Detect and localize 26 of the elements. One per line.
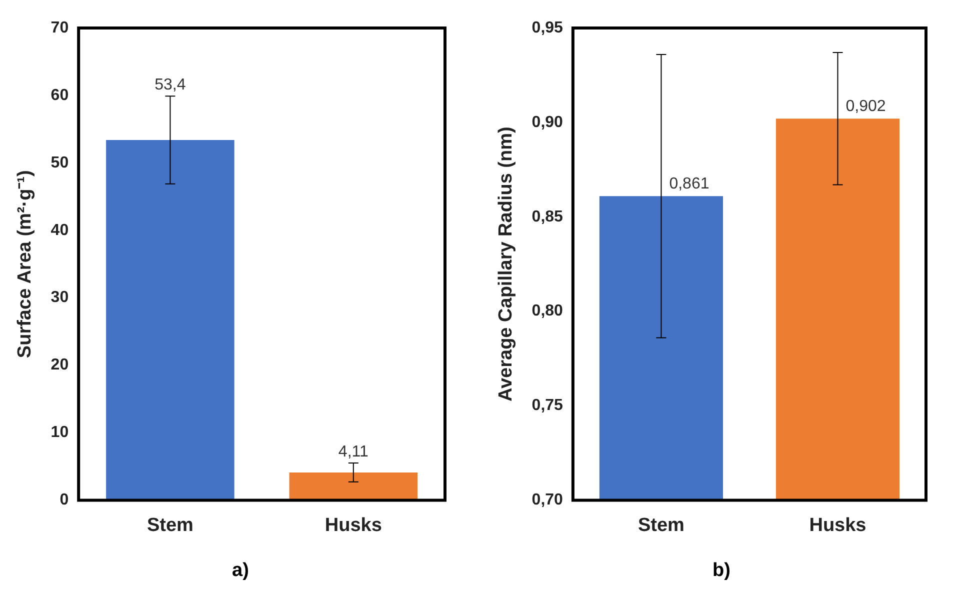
y-tick-label: 60 (50, 86, 69, 104)
text: a) (231, 560, 250, 582)
data-label: 4,11 (338, 443, 368, 460)
data-label: 0,902 (846, 98, 886, 116)
text: b) (712, 560, 732, 582)
y-tick-label: 0 (60, 492, 69, 509)
y-axis-title: Surface Area (m²·g⁻¹) (14, 170, 36, 358)
y-tick-label: 30 (50, 289, 69, 306)
x-tick-label: Husks (809, 514, 866, 536)
y-tick-label: 50 (50, 154, 69, 172)
y-tick-label: 20 (50, 356, 69, 374)
data-label: 0,861 (669, 176, 710, 193)
x-tick-label: Stem (146, 514, 194, 536)
y-tick-label: 70 (50, 19, 69, 36)
y-tick-label: 0,95 (532, 19, 564, 36)
y-axis-title: Average Capillary Radius (nm) (496, 126, 517, 402)
y-tick-label: 0,85 (532, 208, 564, 226)
data-label: 53,4 (154, 76, 186, 94)
y-tick-label: 40 (50, 222, 69, 239)
x-tick-label: Husks (324, 514, 382, 536)
x-tick-label: Stem (638, 514, 684, 536)
y-tick-label: 0,90 (532, 114, 564, 131)
y-tick-label: 0,80 (532, 302, 564, 320)
y-tick-label: 10 (50, 424, 69, 442)
y-tick-label: 0,70 (532, 492, 564, 509)
y-tick-label: 0,75 (532, 397, 564, 414)
